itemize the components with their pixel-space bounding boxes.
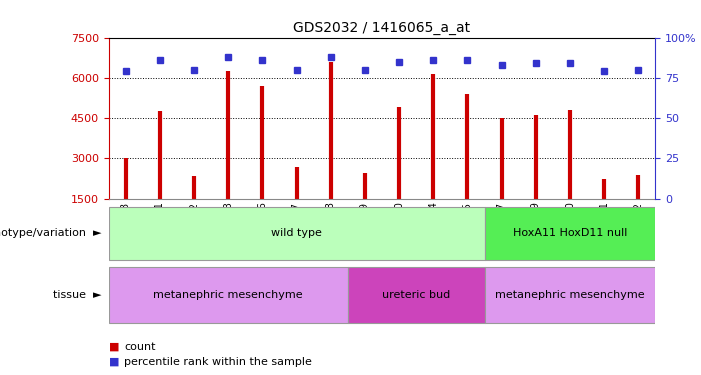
Text: percentile rank within the sample: percentile rank within the sample — [124, 357, 312, 367]
Bar — [109, 207, 484, 260]
Text: metanephric mesenchyme: metanephric mesenchyme — [495, 290, 645, 300]
Text: count: count — [124, 342, 156, 352]
Bar — [484, 207, 655, 260]
Text: tissue  ►: tissue ► — [53, 290, 102, 300]
Text: ■: ■ — [109, 357, 119, 367]
Bar — [348, 267, 484, 323]
Bar — [109, 267, 348, 323]
Title: GDS2032 / 1416065_a_at: GDS2032 / 1416065_a_at — [294, 21, 470, 35]
Text: metanephric mesenchyme: metanephric mesenchyme — [154, 290, 303, 300]
Text: wild type: wild type — [271, 228, 322, 238]
Bar — [484, 267, 655, 323]
Text: ureteric bud: ureteric bud — [382, 290, 450, 300]
Text: genotype/variation  ►: genotype/variation ► — [0, 228, 102, 238]
Text: ■: ■ — [109, 342, 119, 352]
Text: HoxA11 HoxD11 null: HoxA11 HoxD11 null — [513, 228, 627, 238]
